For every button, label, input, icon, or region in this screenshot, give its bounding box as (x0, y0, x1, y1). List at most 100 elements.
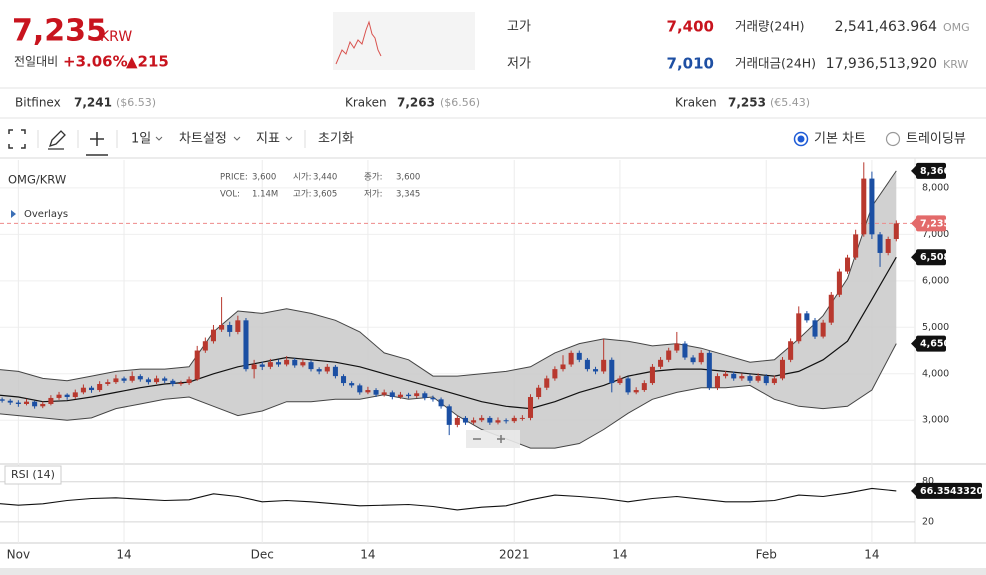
x-tick-label: Dec (251, 548, 274, 562)
price-badge (916, 162, 946, 179)
candle-body (845, 257, 851, 272)
sparkline (335, 20, 382, 65)
change-amount: ▲215 (126, 53, 169, 71)
price-badge (916, 215, 946, 232)
candle-body (178, 383, 184, 385)
info-value: 3,600 (252, 173, 276, 183)
info-label: VOL: (220, 190, 240, 200)
candle-body (536, 387, 542, 398)
candle-body (853, 234, 859, 258)
exchange-price: 7,263 (397, 96, 435, 110)
rsi-title: RSI (14) (11, 468, 55, 481)
candle-body (210, 329, 216, 342)
change-label: 전일대비 (14, 55, 58, 69)
info-label: PRICE: (220, 173, 248, 183)
candle-body (682, 343, 688, 358)
candle-body (89, 387, 95, 391)
band-fill (0, 170, 897, 449)
y-tick-label: 4,000 (922, 368, 949, 379)
candle-body (877, 234, 883, 253)
x-tick-label: Feb (756, 548, 777, 562)
candle-body (259, 364, 265, 367)
settings-menu[interactable]: 차트설정 (179, 132, 227, 147)
exchange-usd: ($6.56) (440, 96, 480, 109)
candle-body (869, 178, 875, 235)
zoom-icons[interactable] (473, 435, 505, 443)
candle-body (324, 366, 330, 372)
stat-label: 저가 (507, 57, 531, 72)
chevron (285, 136, 293, 141)
crosshair-button[interactable] (86, 132, 108, 156)
radio[interactable] (885, 131, 901, 147)
candle-body (15, 402, 21, 404)
candle-body (72, 392, 78, 398)
fullscreen-button[interactable] (8, 129, 26, 149)
candle-body (235, 320, 241, 332)
candle-body (487, 417, 493, 423)
candle-body (430, 397, 436, 400)
x-tick-label: 14 (864, 548, 879, 562)
interval-select[interactable]: 1일 (131, 132, 151, 147)
exchange-usd: (€5.43) (770, 96, 810, 109)
radio-selected[interactable] (793, 131, 809, 147)
chart: 3,000 4,000 5,000 6,000 7,000 8,000 Nov 14 Dec 14… (0, 160, 986, 562)
candle-body (804, 313, 810, 321)
draw-button[interactable] (48, 130, 66, 150)
candle-body (227, 324, 233, 332)
indicators-menu[interactable]: 지표 (256, 132, 280, 147)
overlays-toggle[interactable] (11, 210, 16, 218)
candle-body (763, 376, 769, 384)
candle-body (137, 376, 143, 380)
candle-body (552, 369, 558, 379)
candle-body (625, 378, 631, 393)
x-tick-label: 14 (116, 548, 131, 562)
candle-body (641, 383, 647, 391)
zoom-bg (466, 430, 520, 448)
candle-body (332, 366, 338, 377)
info-value: 3,600 (396, 173, 420, 183)
candle-body (576, 352, 582, 360)
info-value: 3,605 (313, 190, 337, 200)
chevron (233, 136, 241, 141)
candle-body (154, 378, 160, 383)
candle-body (836, 271, 842, 295)
zoom-control[interactable] (466, 430, 520, 448)
candle-body (674, 343, 680, 351)
badge-label: 6,508 (920, 252, 950, 263)
candle-body (820, 322, 826, 337)
candle-body (97, 383, 103, 391)
candle-body (267, 362, 273, 367)
exchange-name: Bitfinex (15, 96, 61, 110)
badge-pointer (911, 485, 916, 496)
candle-body (544, 378, 550, 388)
candle-body (454, 417, 460, 425)
exchange-usd: ($6.53) (116, 96, 156, 109)
view-option[interactable]: 기본 차트 (814, 132, 866, 147)
view-option[interactable]: 트레이딩뷰 (906, 132, 966, 147)
candle-body (519, 417, 525, 419)
candle-body (397, 394, 403, 398)
candle-body (593, 369, 599, 372)
candle-body (341, 376, 347, 384)
candle-body (739, 376, 745, 379)
candle-body (56, 394, 62, 398)
volume-label: 거래량(24H) (735, 19, 805, 34)
candle-body (365, 390, 371, 393)
candle-body (788, 341, 794, 360)
reset-button[interactable]: 초기화 (318, 132, 354, 147)
overlays-label[interactable]: Overlays (24, 209, 68, 220)
candle-body (292, 359, 298, 366)
candle-body (479, 417, 485, 421)
y-tick-label: 8,000 (922, 182, 949, 193)
badge-pointer (911, 252, 916, 263)
candle-body (747, 376, 753, 381)
badge-label: 66.35433201 (920, 486, 986, 497)
candle-body (129, 376, 135, 381)
info-label: 시가: (293, 173, 312, 183)
rsi-title-box (4, 465, 62, 485)
stat-value: 7,400 (667, 18, 714, 36)
candle-body (40, 403, 46, 407)
candle-body (893, 223, 899, 240)
chevron (155, 136, 163, 141)
